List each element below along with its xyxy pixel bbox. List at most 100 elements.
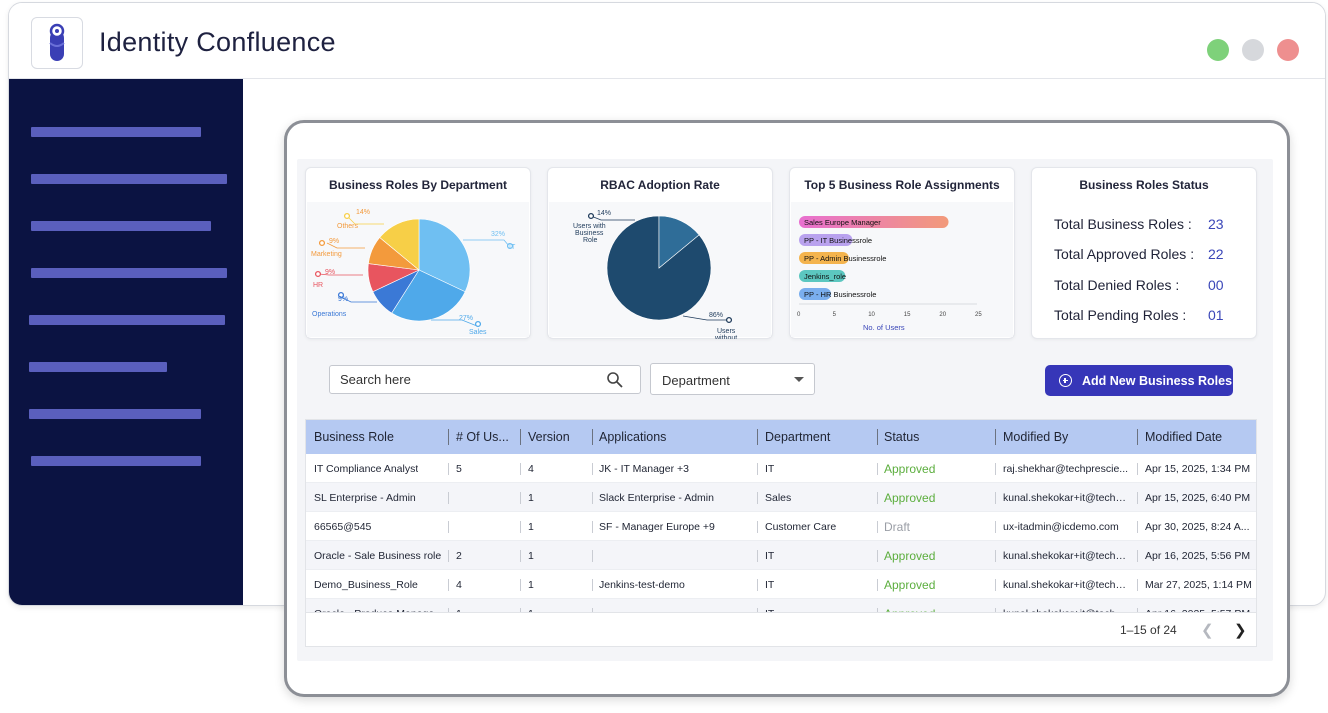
- search-input[interactable]: [340, 372, 590, 387]
- cell-divider: [995, 550, 996, 562]
- label-without-1: Users: [717, 328, 736, 335]
- column-divider[interactable]: [877, 429, 878, 445]
- col-modified-date[interactable]: Modified Date: [1145, 430, 1223, 444]
- sidebar-item-4[interactable]: [31, 268, 227, 278]
- table-cell: kunal.shekokar+it@techpr...: [1003, 579, 1131, 591]
- cell-divider: [1137, 550, 1138, 562]
- status-pending-label: Total Pending Roles :: [1054, 307, 1187, 323]
- dept-slice-it[interactable]: [418, 218, 471, 293]
- rbac-slice-users-with-business-role[interactable]: [658, 215, 700, 269]
- label-with-role-3: Role: [583, 237, 598, 244]
- bar-pp-hr-businessrole[interactable]: [799, 288, 832, 300]
- table-row[interactable]: IT Compliance Analyst 5 4 JK - IT Manager +…: [306, 454, 1256, 483]
- status-card-title: Business Roles Status: [1079, 178, 1209, 192]
- table-cell: 1: [528, 521, 534, 533]
- cell-divider: [757, 463, 758, 475]
- pct-sales: 27%: [459, 315, 473, 322]
- table-cell: IT: [765, 579, 775, 591]
- column-divider[interactable]: [520, 429, 521, 445]
- table-row[interactable]: Oracle - Produce Manage...11ITApprovedku…: [306, 599, 1256, 612]
- rbac-slice-users-without[interactable]: [606, 215, 712, 321]
- title-bar: Identity Confluence: [9, 3, 1325, 79]
- col-version[interactable]: Version: [528, 430, 570, 444]
- status-total-label: Total Business Roles :: [1054, 216, 1192, 232]
- cell-divider: [592, 492, 593, 504]
- column-divider[interactable]: [1137, 429, 1138, 445]
- table-cell: 5: [456, 463, 462, 475]
- sidebar-item-7[interactable]: [29, 409, 201, 419]
- label-hr: HR: [313, 282, 323, 289]
- table-cell: Apr 16, 2025, 5:56 PM: [1145, 550, 1251, 562]
- table-cell: ux-itadmin@icdemo.com: [1003, 521, 1119, 533]
- dept-card: Business Roles By Department: [305, 167, 531, 339]
- plus-circle-icon: [1059, 374, 1072, 387]
- col-users[interactable]: # Of Us...: [456, 430, 509, 444]
- bar-pp-admin-businessrole[interactable]: [799, 252, 849, 264]
- sidebar-item-8[interactable]: [31, 456, 201, 466]
- column-divider[interactable]: [592, 429, 593, 445]
- rbac-pie-chart: 14% Users with Business Role 86% Users w…: [573, 210, 737, 342]
- table-cell: 66565@545: [314, 521, 372, 533]
- sidebar-item-3[interactable]: [31, 221, 211, 231]
- minimize-button[interactable]: [1242, 39, 1264, 61]
- pct-others: 14%: [356, 209, 370, 216]
- column-divider[interactable]: [448, 429, 449, 445]
- col-department[interactable]: Department: [765, 430, 831, 444]
- pct-without: 86%: [709, 312, 723, 319]
- prev-page-icon[interactable]: ❮: [1201, 622, 1214, 639]
- search-box: [329, 365, 641, 394]
- bar-label: Jenkins_role: [804, 272, 846, 281]
- label-sales: Sales: [469, 329, 487, 336]
- maximize-button[interactable]: [1207, 39, 1229, 61]
- table-cell: 4: [456, 579, 462, 591]
- pct-hr: 9%: [325, 269, 335, 276]
- col-business-role[interactable]: Business Role: [314, 430, 394, 444]
- label-operations: Operations: [312, 311, 347, 318]
- table-cell: JK - IT Manager +3: [599, 463, 689, 475]
- cell-divider: [877, 492, 878, 504]
- column-divider[interactable]: [995, 429, 996, 445]
- window-controls: [1207, 39, 1299, 61]
- cell-divider: [757, 579, 758, 591]
- department-select[interactable]: Department: [650, 363, 815, 395]
- dept-slice-others[interactable]: [379, 218, 420, 271]
- col-modified-by[interactable]: Modified By: [1003, 430, 1069, 444]
- cell-divider: [448, 463, 449, 475]
- sidebar-item-2[interactable]: [31, 174, 227, 184]
- search-icon[interactable]: [606, 371, 624, 389]
- rbac-chart-area: 14% Users with Business Role 86% Users w…: [549, 202, 771, 342]
- col-status[interactable]: Status: [884, 430, 920, 444]
- cell-divider: [1137, 579, 1138, 591]
- bar-sales-europe-manager[interactable]: [799, 216, 949, 228]
- bar-pp-it-businessrole[interactable]: [799, 234, 853, 246]
- cell-divider: [448, 608, 449, 612]
- column-divider[interactable]: [757, 429, 758, 445]
- app-logo[interactable]: [31, 17, 83, 69]
- sidebar-item-1[interactable]: [31, 127, 201, 137]
- table-row[interactable]: Oracle - Sale Business role 2 1 IT Approved k…: [306, 541, 1256, 570]
- table-row[interactable]: Demo_Business_Role 4 1 Jenkins-test-demo IT A…: [306, 570, 1256, 599]
- device-frame: Business Roles By Department: [284, 120, 1290, 697]
- add-business-role-button[interactable]: Add New Business Roles: [1045, 365, 1233, 396]
- bar-label: PP - IT Businessrole: [804, 236, 872, 245]
- label-without-2: without: [714, 335, 737, 339]
- next-page-icon[interactable]: ❯: [1234, 622, 1247, 639]
- cell-divider: [448, 521, 449, 533]
- cell-divider: [520, 550, 521, 562]
- table-row[interactable]: SL Enterprise - Admin 1 Slack Enterprise -…: [306, 483, 1256, 512]
- status-approved-label: Total Approved Roles :: [1054, 246, 1195, 262]
- top5-bar-chart: Sales Europe Manager PP - IT Businessrole…: [797, 216, 982, 332]
- close-button[interactable]: [1277, 39, 1299, 61]
- col-applications[interactable]: Applications: [599, 430, 667, 444]
- table-cell: 1: [528, 492, 534, 504]
- rbac-card-title: RBAC Adoption Rate: [600, 178, 720, 192]
- pct-marketing: 9%: [329, 238, 339, 245]
- sidebar-item-5[interactable]: [29, 315, 225, 325]
- bar-jenkins-role[interactable]: [799, 270, 846, 282]
- cell-divider: [1137, 492, 1138, 504]
- table-row[interactable]: 66565@545 1 SF - Manager Europe +9 Customer…: [306, 512, 1256, 541]
- cell-divider: [995, 579, 996, 591]
- sidebar-item-6[interactable]: [29, 362, 167, 372]
- dept-slice-sales[interactable]: [391, 269, 466, 322]
